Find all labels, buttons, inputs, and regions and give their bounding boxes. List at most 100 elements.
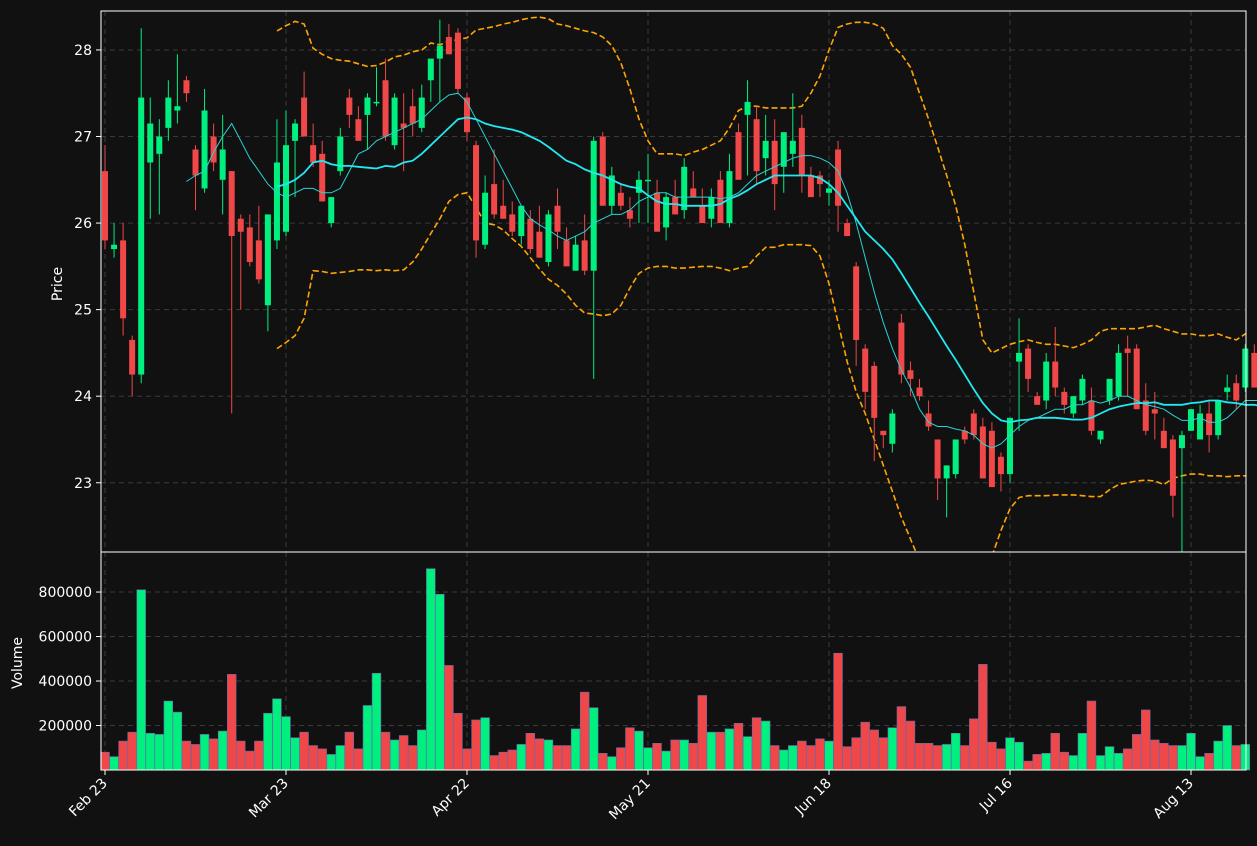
candle-body bbox=[1088, 400, 1095, 431]
candle-body bbox=[382, 80, 389, 137]
candle-body bbox=[635, 179, 642, 193]
volume-bar bbox=[797, 740, 807, 771]
candle-body bbox=[690, 188, 697, 198]
candle-body bbox=[617, 192, 624, 206]
candle-body bbox=[445, 36, 452, 55]
volume-bar bbox=[887, 727, 898, 771]
candle-body bbox=[1124, 348, 1131, 353]
volume-bar bbox=[1150, 739, 1160, 771]
price-tick-label: 28 bbox=[74, 43, 92, 59]
volume-bar bbox=[1159, 743, 1169, 771]
volume-bar bbox=[1086, 700, 1097, 771]
candle-body bbox=[771, 140, 778, 185]
candle-body bbox=[273, 162, 280, 241]
candle-body bbox=[1025, 348, 1032, 379]
candle-body bbox=[862, 348, 869, 392]
candle-body bbox=[835, 149, 842, 206]
candle-body bbox=[1233, 383, 1240, 401]
volume-bar bbox=[199, 734, 210, 771]
candle-body bbox=[1106, 378, 1113, 401]
candle-body bbox=[464, 97, 470, 133]
candle-body bbox=[762, 140, 769, 159]
volume-bar bbox=[1141, 709, 1151, 771]
candle-body bbox=[147, 123, 154, 163]
candle-body bbox=[735, 132, 742, 180]
volume-bar bbox=[498, 751, 508, 771]
candle-body bbox=[174, 106, 181, 111]
volume-bar bbox=[281, 716, 291, 771]
volume-bar bbox=[1168, 745, 1178, 771]
volume-bar bbox=[960, 745, 970, 771]
candle-body bbox=[871, 365, 878, 418]
volume-bar bbox=[1132, 734, 1142, 771]
volume-bar bbox=[1204, 753, 1214, 771]
volume-bar bbox=[534, 738, 545, 771]
candle-body bbox=[1061, 391, 1068, 405]
candle-body bbox=[509, 214, 516, 232]
candle-body bbox=[310, 145, 317, 163]
volume-tick-label: 200000 bbox=[39, 719, 92, 735]
volume-bar bbox=[996, 748, 1006, 771]
candle-body bbox=[672, 197, 679, 215]
candle-body bbox=[898, 322, 905, 375]
candle-body bbox=[581, 240, 588, 271]
candle-body bbox=[1160, 430, 1167, 449]
lower-band-line bbox=[276, 191, 1246, 552]
candle-body bbox=[970, 413, 977, 436]
volume-bar bbox=[978, 664, 988, 771]
volume-bar bbox=[254, 740, 264, 771]
volume-bar bbox=[652, 743, 662, 771]
candle-body bbox=[500, 205, 507, 219]
candle-body bbox=[1251, 352, 1257, 388]
volume-bar bbox=[941, 744, 952, 771]
candle-body bbox=[816, 175, 823, 185]
candle-body bbox=[853, 266, 860, 340]
volume-bar bbox=[1050, 732, 1060, 771]
volume-bar bbox=[525, 732, 536, 771]
volume-bar bbox=[190, 744, 201, 771]
candle-body bbox=[590, 140, 597, 271]
candle-body bbox=[120, 240, 127, 319]
candle-body bbox=[645, 179, 651, 182]
volume-bar bbox=[362, 705, 373, 771]
candle-body bbox=[916, 387, 923, 397]
volume-bar bbox=[607, 756, 617, 771]
volume-bar bbox=[1122, 748, 1133, 771]
candle-body bbox=[907, 370, 914, 379]
price-panel bbox=[101, 11, 1246, 552]
candle-body bbox=[780, 132, 787, 167]
volume-bar bbox=[833, 652, 843, 771]
volume-bar bbox=[1032, 754, 1042, 771]
candle-body bbox=[102, 171, 108, 241]
candle-body bbox=[1043, 361, 1050, 401]
candle-body bbox=[1052, 361, 1059, 388]
candle-body bbox=[889, 413, 896, 444]
candle-body bbox=[292, 123, 299, 141]
volume-bar bbox=[923, 743, 934, 771]
volume-tick-label: 600000 bbox=[39, 630, 92, 646]
candle-body bbox=[111, 244, 118, 250]
volume-bar bbox=[987, 741, 997, 771]
candle-body bbox=[925, 413, 932, 427]
candle-body bbox=[1224, 387, 1231, 392]
price-tick-label: 27 bbox=[74, 130, 92, 146]
volume-bar bbox=[1059, 751, 1070, 771]
candle-body bbox=[1097, 430, 1104, 440]
volume-bar bbox=[1240, 744, 1251, 771]
candle-body bbox=[699, 205, 706, 224]
candle-body bbox=[961, 430, 968, 440]
candle-body bbox=[400, 123, 407, 128]
candle-body bbox=[246, 227, 253, 263]
volume-bar bbox=[1177, 745, 1187, 771]
volume-bar bbox=[561, 745, 572, 771]
candle-body bbox=[807, 175, 814, 198]
candle-body bbox=[844, 223, 851, 237]
candle-body bbox=[264, 214, 271, 306]
candle-body bbox=[608, 175, 615, 206]
candle-body bbox=[744, 101, 751, 115]
candle-body bbox=[219, 149, 226, 180]
candle-body bbox=[427, 58, 434, 81]
volume-bar bbox=[760, 720, 771, 771]
volume-bar bbox=[462, 748, 472, 771]
